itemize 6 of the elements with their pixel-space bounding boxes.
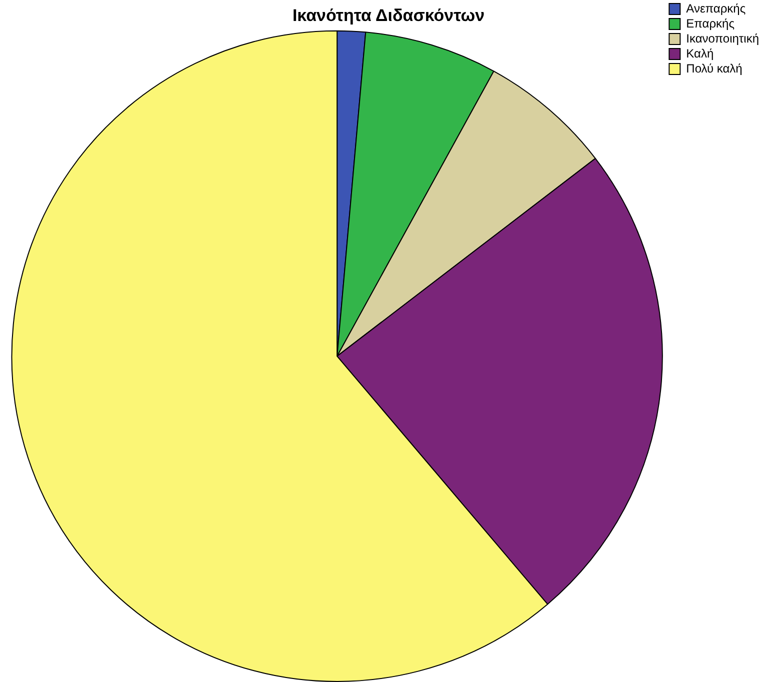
chart-title: Ικανότητα Διδασκόντων	[292, 6, 485, 25]
legend-label: Πολύ καλή	[686, 61, 742, 76]
legend-label: Ικανοποιητική	[686, 31, 760, 46]
legend-label: Ανεπαρκής	[686, 1, 746, 16]
legend-label: Καλή	[686, 46, 714, 60]
legend-label: Επαρκής	[686, 16, 735, 30]
